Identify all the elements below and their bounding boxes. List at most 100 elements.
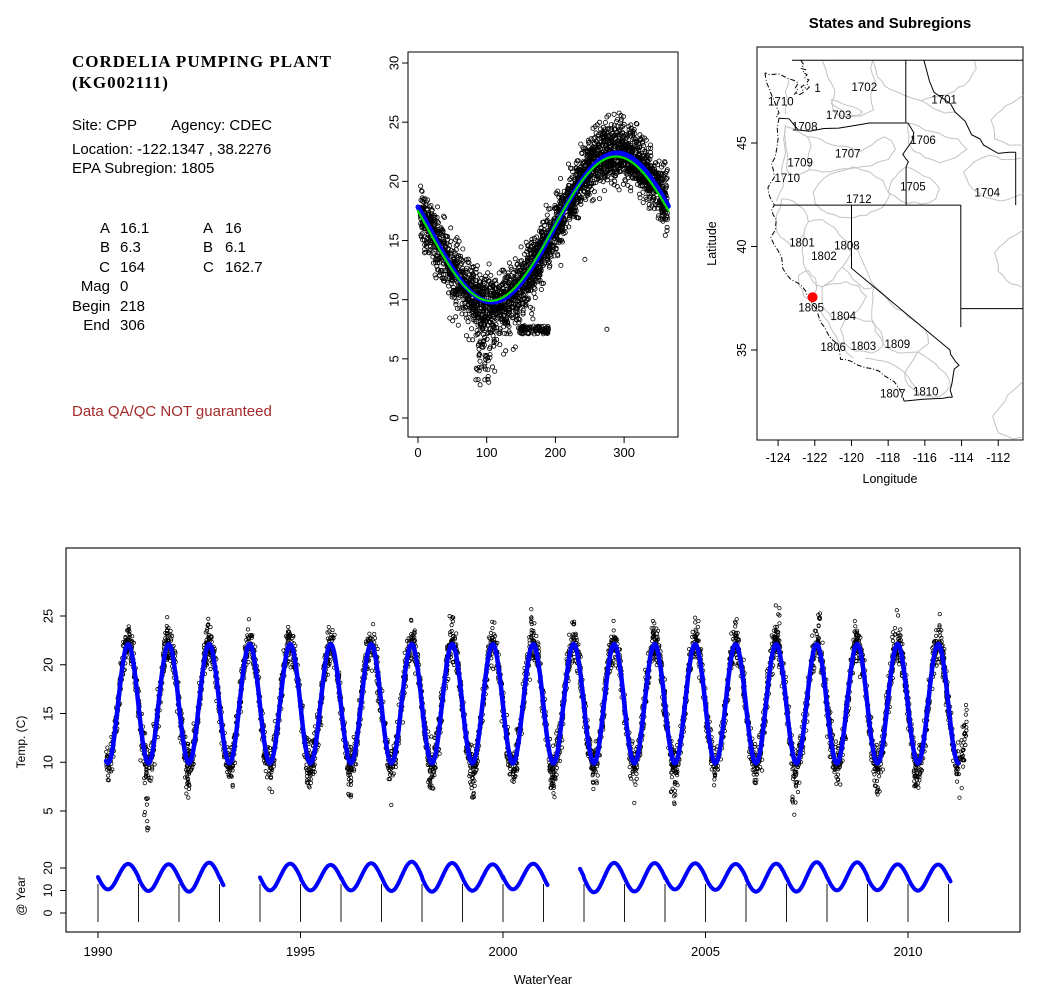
fit-param-row: B 6.1	[203, 238, 263, 257]
state-boundary	[923, 60, 1016, 154]
coastline	[764, 72, 905, 402]
station-code: (KG002111)	[72, 73, 169, 92]
location-label: Location: -122.1347 , 38.2276	[72, 141, 272, 158]
timeseries-sub-ylabel: @ Year	[14, 876, 28, 916]
subregion-boundary	[812, 166, 891, 219]
y-tick-label: 0	[387, 414, 402, 421]
coastline	[764, 59, 810, 96]
map-box	[756, 46, 1024, 441]
fit-param-value: 16	[225, 220, 242, 237]
y-tick-label: 10	[387, 292, 402, 306]
fit-param-label: B	[203, 239, 214, 257]
lat-tick-label: 45	[735, 136, 749, 150]
subregion-boundary	[994, 229, 1023, 289]
subregion-boundary	[816, 306, 854, 359]
y-tick-label: 5	[387, 355, 402, 362]
timeseries-ylabel: Temp. (C)	[14, 716, 28, 769]
state-boundary	[778, 117, 908, 132]
subregion-label-1712: 1712	[846, 194, 872, 206]
x-tick-label: 1995	[286, 944, 315, 959]
subregion-boundary	[887, 166, 941, 205]
subregion-boundary	[830, 99, 864, 118]
fit-param-label: C	[203, 258, 214, 276]
fit-param-label: C	[99, 258, 110, 276]
state-boundary	[851, 205, 960, 398]
subregion-label-1803: 1803	[851, 341, 877, 353]
fit-param-value: 306	[120, 316, 146, 334]
x-tick-label: 2005	[691, 944, 720, 959]
subregion-boundary	[783, 126, 812, 176]
subregion-label-1: 1	[814, 83, 820, 95]
fit-param-label: A	[203, 220, 214, 237]
x-tick-label: 1990	[84, 944, 113, 959]
y-tick-label: 25	[41, 609, 56, 623]
y-tick-label: 25	[387, 115, 402, 129]
fit-param-label: B	[99, 239, 110, 257]
fit-param-value: 164	[120, 258, 146, 276]
x-tick-label: 0	[414, 445, 421, 460]
subregion-boundary	[775, 124, 786, 202]
subregion-label-1807: 1807	[880, 388, 906, 400]
subregion-label-1810: 1810	[913, 386, 939, 398]
timeseries-plot: 1990 1995 2000 2005 2010 5 10 15 20 25 0 10 20 WaterY…	[14, 547, 1021, 987]
subregion-label-1710: 1710	[774, 173, 800, 185]
reference-fit-curve	[416, 155, 670, 303]
lat-tick-label: 35	[735, 343, 749, 357]
y-tick-label: 20	[387, 174, 402, 188]
sub-year-curve-2	[578, 860, 953, 895]
y-tick-label: 10	[41, 755, 56, 769]
qaqc-warning: Data QA/QC NOT guaranteed	[72, 403, 272, 420]
site-agency-row: Site: CPP Agency: CDEC	[72, 117, 272, 134]
subregion-label-1806: 1806	[820, 342, 846, 354]
fit-curve	[103, 642, 961, 766]
map-geometry	[764, 59, 1023, 440]
seasonal-plot: 0 100 200 300 0 5 10 15 20 25 30	[387, 51, 679, 460]
lon-tick-label: -114	[949, 451, 973, 465]
scatter-points	[104, 603, 969, 833]
fit-param-row: C 164	[72, 258, 149, 277]
subregion-boundary	[839, 317, 884, 354]
station-title: CORDELIA PUMPING PLANT (KG002111)	[72, 51, 332, 93]
y-tick-label: 5	[41, 807, 56, 814]
sub-year-curve-0	[96, 860, 226, 894]
y-tick-label: 15	[41, 706, 56, 720]
y-tick-label: 15	[387, 233, 402, 247]
subregion-boundary	[920, 100, 956, 114]
fit-param-row: End 306	[72, 316, 149, 335]
x-tick-label: 200	[545, 445, 567, 460]
subregion-label-1705: 1705	[900, 181, 926, 193]
seasonal-plot-box	[407, 51, 679, 438]
subregion-label-1710: 1710	[768, 97, 794, 109]
subregion-boundary	[872, 60, 977, 102]
subregion-label-1706: 1706	[910, 135, 936, 147]
subregion-label-1809: 1809	[885, 339, 911, 351]
lon-tick-label: -122	[802, 451, 827, 465]
subregion-boundary	[962, 154, 1023, 202]
sub-y-tick-label: 0	[41, 909, 55, 916]
subregion-map: States and Subregions -124 -122 -120 -118 -11…	[705, 15, 1024, 486]
subregion-label-1802: 1802	[811, 251, 837, 263]
subregion-boundary	[841, 239, 876, 290]
subregion-label-1701: 1701	[931, 95, 957, 107]
fit-param-value: 6.1	[225, 239, 246, 257]
timeseries-xlabel: WaterYear	[514, 973, 572, 987]
epa-subregion-label: EPA Subregion: 1805	[72, 160, 215, 177]
subregion-boundary	[904, 351, 952, 398]
fit-parameters-reference: A 16 B 6.1 C 162.7	[203, 219, 263, 277]
fit-param-value: 6.3	[120, 239, 141, 257]
fit-param-value: 218	[120, 297, 146, 315]
y-tick-label: 30	[387, 56, 402, 70]
fit-param-label: Mag	[80, 278, 110, 296]
x-tick-label: 2010	[894, 944, 923, 959]
x-tick-label: 100	[476, 445, 498, 460]
subregion-boundary	[990, 94, 1023, 146]
fit-param-label: End	[83, 316, 110, 334]
x-tick-label: 300	[613, 445, 635, 460]
fit-parameters-current: A 16.1 B 6.3 C 164 Mag 0 Begin 218 End 306	[72, 219, 149, 335]
fit-param-label: Begin	[72, 297, 111, 315]
lon-tick-label: -116	[913, 451, 937, 465]
lon-tick-label: -120	[839, 451, 864, 465]
lat-tick-label: 40	[735, 240, 749, 254]
